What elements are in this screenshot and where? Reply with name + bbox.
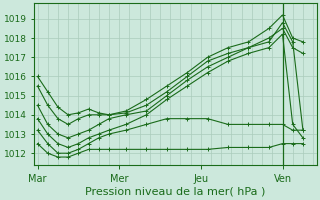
X-axis label: Pression niveau de la mer( hPa ): Pression niveau de la mer( hPa ) bbox=[85, 187, 266, 197]
